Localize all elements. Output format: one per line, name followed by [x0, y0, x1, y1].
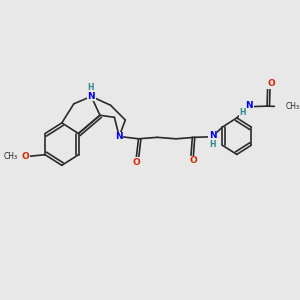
Text: CH₃: CH₃	[285, 102, 300, 111]
Text: O: O	[268, 79, 275, 88]
Text: H: H	[87, 83, 94, 92]
Text: O: O	[22, 152, 29, 161]
Text: O: O	[133, 158, 140, 167]
Text: H: H	[240, 108, 246, 117]
Text: CH₃: CH₃	[3, 152, 17, 161]
Text: O: O	[190, 156, 197, 165]
Text: N: N	[246, 101, 253, 110]
Text: H: H	[209, 140, 216, 148]
Text: N: N	[88, 92, 95, 101]
Text: N: N	[116, 132, 123, 141]
Text: N: N	[209, 131, 217, 140]
